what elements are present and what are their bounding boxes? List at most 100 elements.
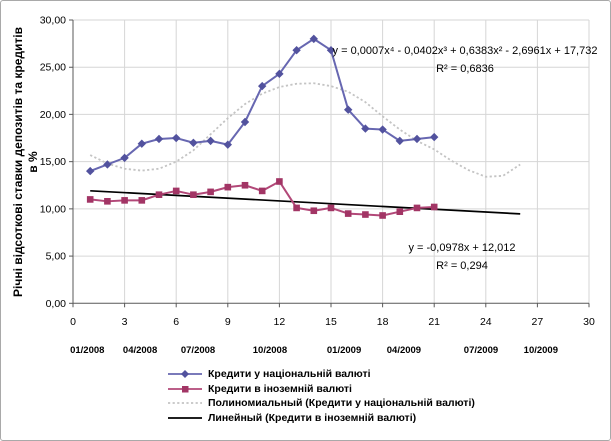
legend-marker-dotted-line [168,402,202,405]
x-tick-label: 21 [428,316,440,328]
axes [69,19,590,308]
legend-label: Кредити в іноземній валюті [208,382,352,395]
x-tick-label: 6 [173,316,179,328]
legend-marker-solid-line [168,417,202,419]
polynomial-trendline-curve [89,82,521,178]
date-label: 04/2008 [123,345,157,356]
diamond-marker [240,117,250,127]
diamond-marker [309,34,318,44]
linear-r-squared-text: R² = 0,294 [436,260,488,272]
linear-trendline-equation: y = -0,0978x + 12,012 R² = 0,294 [372,239,552,275]
legend-marker-square [168,385,202,393]
diamond-marker [189,138,198,147]
diamond-marker [326,46,336,55]
x-tick-label: 27 [532,316,544,328]
square-marker [310,207,318,215]
gridlines [73,19,590,304]
y-axis-title-line1: Річні відсоткові ставки депозитів та кре… [11,27,25,297]
date-label: 07/2008 [181,345,215,356]
polynomial-trendline-equation: y = 0,0007x⁴ - 0,0402x³ + 0,6383x² - 2,6… [323,42,607,78]
square-marker [293,204,300,212]
square-marker [104,198,111,205]
legend-item-3: Линейный (Кредити в іноземній валюті) [167,411,475,426]
y-axis-tick-labels: 0,00 5,00 10,00 15,00 20,00 25,00 30,00 [40,15,66,310]
diamond-marker [223,140,232,149]
y-tick-label: 10,00 [40,203,66,215]
square-marker [138,197,146,204]
y-tick-label: 15,00 [40,156,66,168]
legend-label: Кредити у національній валюті [208,368,371,381]
y-axis-title: Річні відсоткові ставки депозитів та кре… [5,20,47,304]
x-tick-label: 12 [274,316,286,328]
square-marker [86,196,94,203]
square-marker [362,211,369,218]
date-label: 10/2008 [253,345,287,356]
x-tick-label: 15 [325,316,337,328]
diamond-marker [275,69,284,79]
diamond-marker [292,46,301,55]
linear-trendline-line [90,189,521,215]
square-marker [121,197,128,204]
diamond-marker [86,166,95,176]
series-foreign-currency-credits [86,178,438,219]
diamond-marker [361,124,370,133]
diamond-marker [206,136,215,146]
diamond-marker [378,125,387,134]
polynomial-equation-text: y = 0,0007x⁴ - 0,0402x³ + 0,6383x² - 2,6… [332,45,598,57]
x-axis-tick-labels: 0 3 6 9 12 15 18 21 24 27 30 [70,316,595,328]
legend-item-2: Полиномиальный (Кредити у національній в… [167,396,475,411]
date-axis-labels: 01/2008 04/2008 07/2008 10/2008 01/2009 04/20… [70,345,558,356]
square-marker [430,203,438,211]
diamond-marker [103,160,112,169]
diamond-marker [430,132,439,142]
date-label: 01/2008 [70,345,104,356]
square-marker [207,188,214,196]
date-label: 01/2009 [327,345,361,356]
diamond-marker [258,81,267,91]
date-label: 10/2009 [524,345,558,356]
square-marker [396,208,404,215]
linear-equation-text: y = -0,0978x + 12,012 [408,242,516,254]
square-marker [258,187,266,195]
legend-label: Линейный (Кредити в іноземній валюті) [208,412,417,425]
diamond-marker [137,139,146,148]
y-tick-label: 5,00 [46,251,67,263]
x-tick-label: 24 [480,316,492,328]
square-marker [155,191,163,199]
square-marker [276,178,283,185]
legend-item-0: Кредити у національній валюті [167,367,475,382]
x-tick-label: 18 [377,316,389,328]
y-tick-label: 30,00 [40,15,66,27]
square-marker [327,204,335,212]
polynomial-r-squared-text: R² = 0,6836 [436,63,494,75]
y-tick-label: 20,00 [40,109,66,121]
date-label: 07/2009 [464,345,498,356]
diamond-marker [120,153,129,163]
y-axis-title-line2: в % [26,151,40,173]
diamond-marker [395,136,404,146]
square-marker [190,191,197,199]
diamond-marker [154,134,164,144]
y-tick-label: 25,00 [40,62,66,74]
diamond-marker [172,133,181,143]
square-marker [344,210,352,217]
chart-legend: Кредити у національній валюті Кредити в і… [167,367,475,425]
square-marker [241,181,249,189]
date-label: 04/2009 [387,345,421,356]
square-marker [172,187,180,195]
y-tick-label: 0,00 [46,298,67,310]
x-tick-label: 30 [583,316,595,328]
x-tick-label: 9 [225,316,231,328]
square-marker [379,212,386,219]
legend-marker-diamond [168,370,202,379]
square-marker [413,204,421,212]
diamond-marker [412,134,422,144]
diamond-marker [344,105,353,114]
x-tick-label: 0 [70,316,76,328]
square-marker [224,183,232,191]
x-tick-label: 3 [122,316,128,328]
series-national-currency-credits [86,34,439,176]
legend-label: Полиномиальный (Кредити у національній в… [208,397,475,410]
